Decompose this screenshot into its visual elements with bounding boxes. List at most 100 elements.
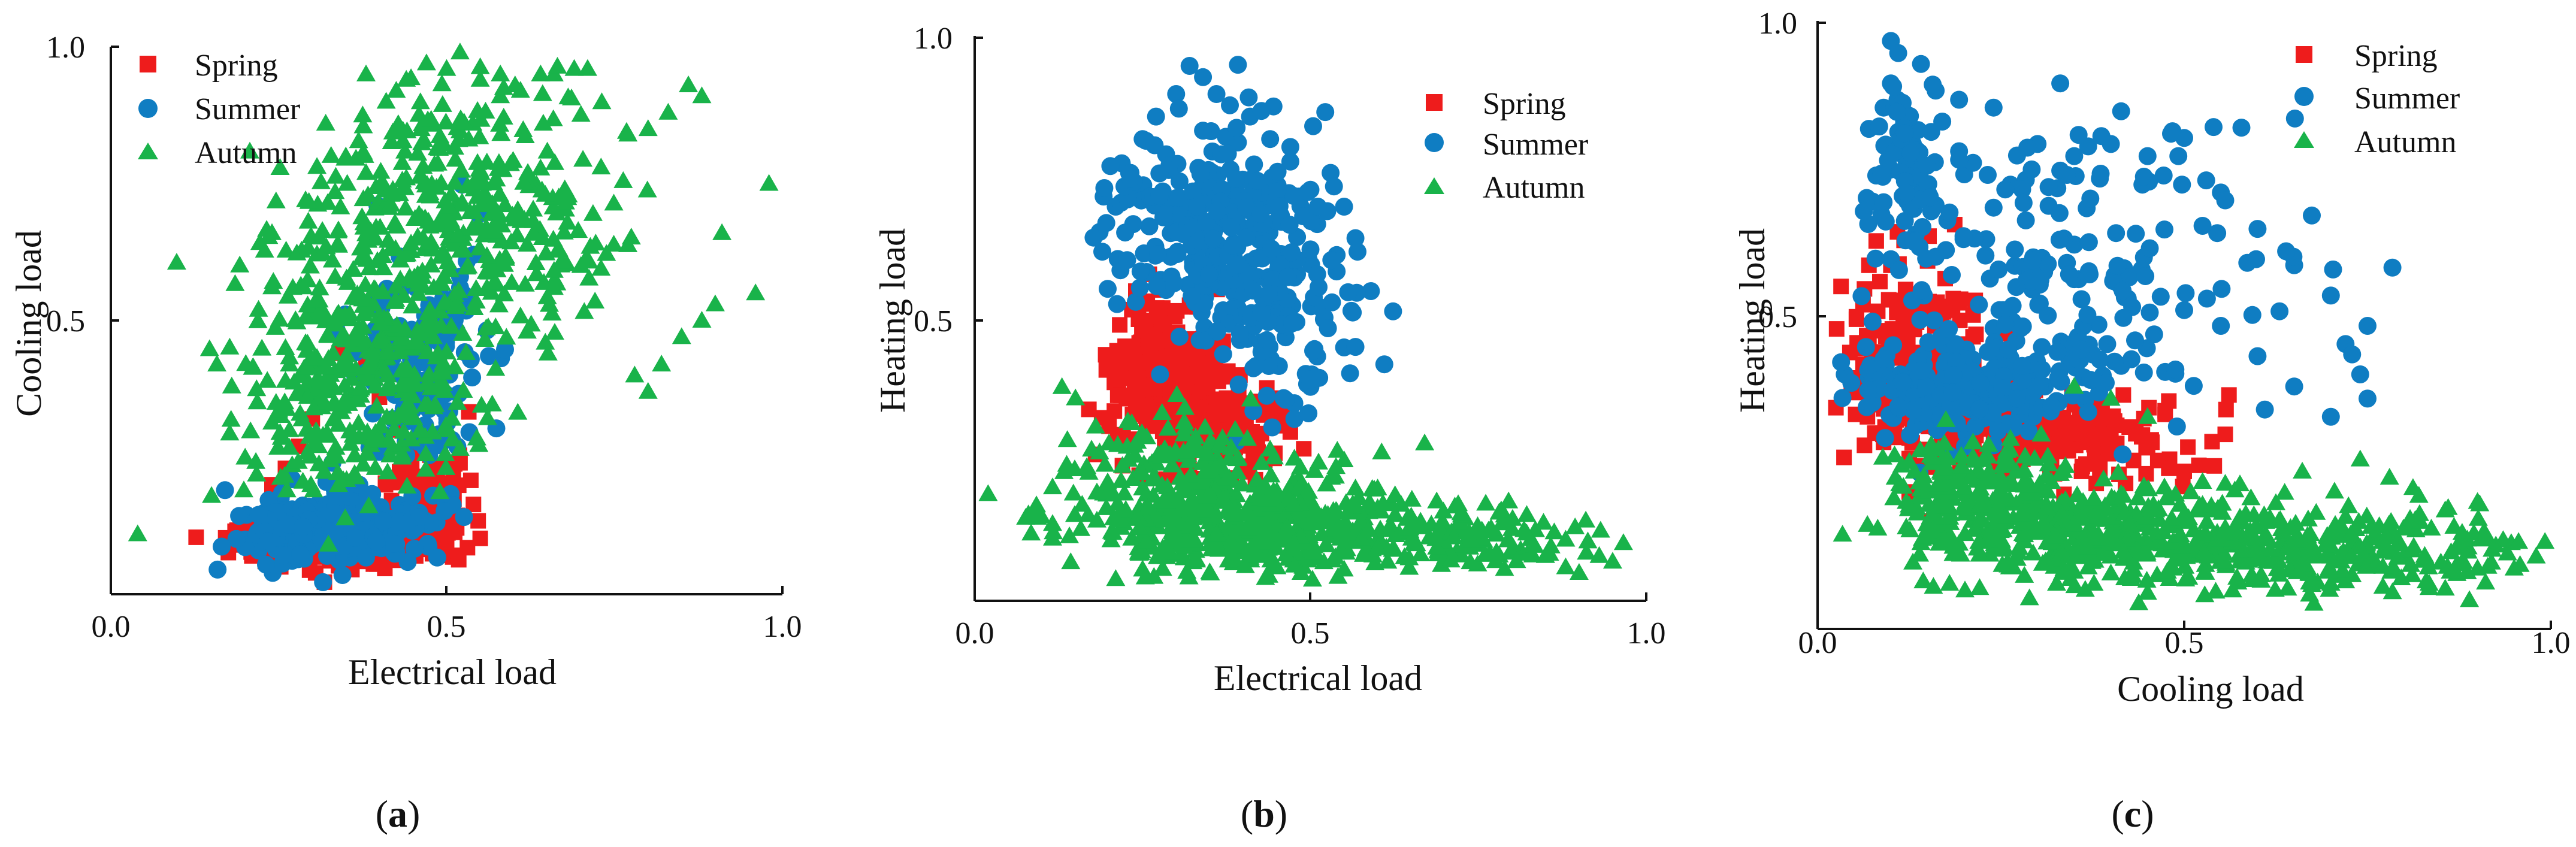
data-point-summer [2122, 350, 2140, 368]
data-point-autumn [2137, 534, 2157, 551]
data-point-summer [1904, 232, 1923, 251]
data-point-autumn [344, 464, 364, 481]
data-point-autumn [2105, 534, 2124, 551]
data-point-summer [1944, 366, 1963, 384]
data-point-summer [2205, 118, 2223, 137]
data-point-autumn [1086, 416, 1105, 434]
data-point-autumn [325, 394, 344, 412]
data-point-autumn [1970, 494, 1990, 512]
data-point-summer [2107, 224, 2125, 243]
data-point-summer [259, 532, 277, 550]
data-point-autumn [420, 216, 440, 234]
data-point-autumn [1970, 578, 1990, 595]
data-point-autumn [1591, 521, 1610, 538]
data-point-autumn [1980, 469, 2000, 486]
panel-a-series-autumn [128, 43, 779, 552]
data-point-autumn [356, 163, 376, 180]
data-point-summer [1169, 99, 1188, 118]
data-point-summer [1118, 251, 1136, 270]
data-point-autumn [1257, 489, 1277, 507]
data-point-summer [1190, 232, 1208, 250]
data-point-autumn [1332, 525, 1352, 542]
data-point-summer [2114, 308, 2133, 327]
data-point-spring [2134, 429, 2149, 445]
data-point-summer [2097, 374, 2115, 392]
data-point-autumn [298, 238, 318, 255]
data-point-autumn [1987, 526, 2007, 543]
data-point-autumn [343, 260, 363, 277]
data-point-autumn [1499, 491, 1519, 509]
data-point-summer [291, 545, 310, 564]
data-point-summer [1204, 229, 1222, 248]
data-point-autumn [469, 435, 489, 452]
data-point-summer [1149, 245, 1167, 263]
data-point-summer [2193, 217, 2212, 235]
data-point-autumn [1378, 552, 1398, 569]
data-point-summer [1316, 103, 1335, 122]
data-point-autumn [545, 323, 564, 340]
data-point-summer [2012, 319, 2030, 337]
data-point-autumn [1371, 501, 1391, 519]
data-point-autumn [554, 222, 574, 240]
data-point-autumn [486, 359, 506, 376]
data-point-autumn [246, 452, 266, 469]
data-point-autumn [207, 355, 227, 372]
data-point-autumn [2021, 476, 2040, 493]
data-point-autumn [2362, 517, 2381, 534]
data-point-spring [1889, 304, 1905, 320]
panel-c-legend: Spring Summer Autumn [2294, 39, 2460, 159]
panel-a-label: (a) [376, 792, 421, 835]
data-point-autumn [266, 191, 286, 208]
data-point-autumn [397, 121, 417, 138]
data-point-autumn [1065, 459, 1084, 476]
data-point-autumn [409, 274, 428, 292]
data-point-autumn [1147, 547, 1167, 564]
data-point-autumn [462, 219, 482, 236]
data-point-autumn [1104, 508, 1123, 525]
data-point-autumn [518, 163, 538, 180]
data-point-autumn [235, 447, 255, 465]
data-point-summer [1147, 277, 1166, 295]
data-point-autumn [1021, 524, 1041, 541]
data-point-autumn [421, 186, 440, 204]
data-point-summer [2140, 303, 2159, 322]
data-point-summer [2167, 418, 2186, 435]
data-point-autumn [1223, 535, 1243, 552]
data-point-autumn [2373, 542, 2393, 559]
data-point-autumn [1480, 543, 1499, 561]
data-point-autumn [431, 371, 451, 389]
data-point-autumn [2278, 579, 2297, 596]
data-point-autumn [2322, 528, 2341, 545]
data-point-autumn [2064, 377, 2084, 394]
data-point-autumn [2304, 594, 2324, 611]
data-point-autumn [1934, 493, 1954, 510]
data-point-autumn [353, 189, 373, 207]
data-point-autumn [450, 438, 470, 456]
data-point-summer [1248, 171, 1266, 190]
data-point-spring [1168, 344, 1184, 360]
data-point-autumn [316, 358, 335, 375]
data-point-summer [1863, 312, 1882, 331]
data-point-autumn [322, 250, 342, 268]
data-point-autumn [1043, 514, 1062, 531]
data-point-summer [2033, 360, 2051, 379]
data-point-autumn [468, 187, 488, 204]
data-point-summer [1184, 218, 1202, 237]
data-point-autumn [1924, 577, 1943, 594]
data-point-summer [1230, 324, 1249, 343]
data-point-autumn [2175, 556, 2195, 574]
data-point-autumn [2211, 552, 2230, 569]
data-point-summer [2039, 255, 2057, 273]
data-point-autumn [1961, 467, 1981, 484]
data-point-autumn [1940, 526, 1960, 543]
data-point-summer [2007, 278, 2025, 297]
data-point-summer [1257, 331, 1276, 349]
data-point-autumn [537, 141, 557, 159]
data-point-autumn [1502, 509, 1522, 526]
data-point-autumn [1235, 556, 1255, 573]
data-point-autumn [625, 365, 645, 383]
data-point-summer [1084, 228, 1103, 247]
data-point-summer [1251, 205, 1270, 223]
data-point-autumn [1213, 488, 1233, 504]
data-point-autumn [358, 422, 377, 440]
